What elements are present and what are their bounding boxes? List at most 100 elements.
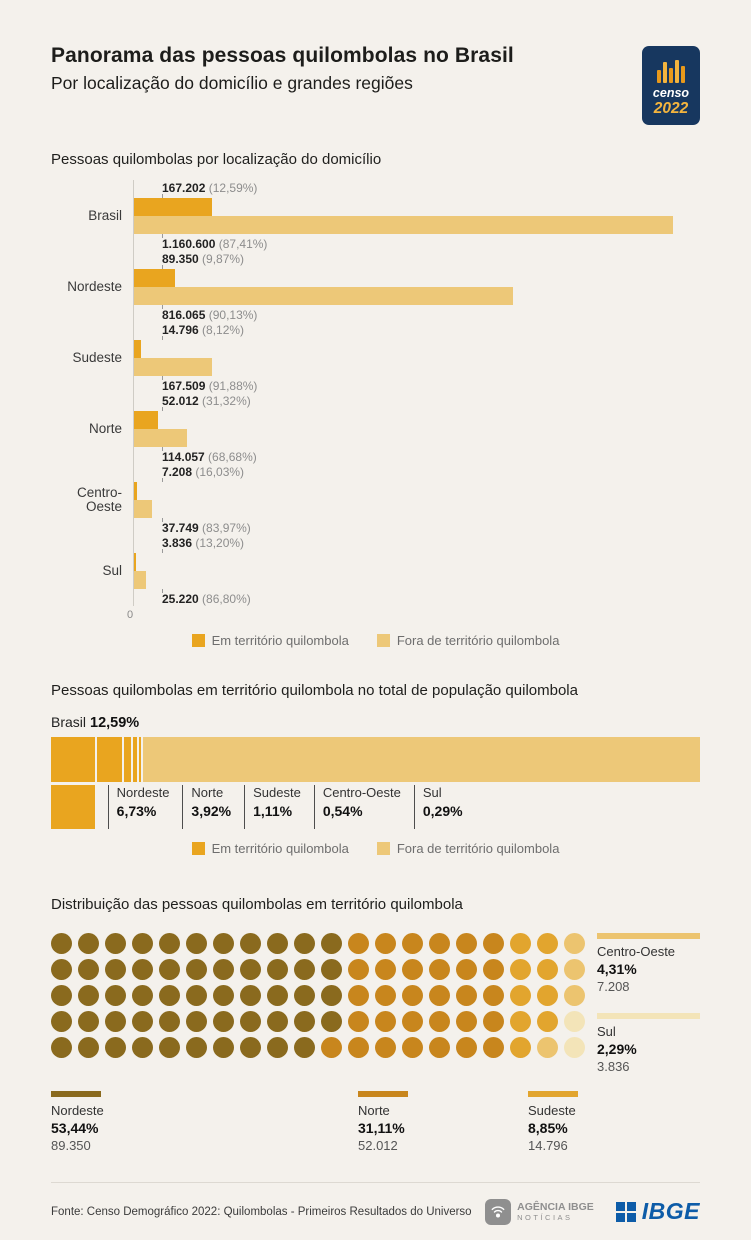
- region-name: Sul: [597, 1024, 616, 1039]
- segment-callout: Centro-Oeste 0,54%: [313, 785, 401, 829]
- nordeste-segment-swatch: [51, 785, 95, 829]
- label-connector-line: [162, 518, 163, 522]
- chart-domicilio: Brasil 167.202 (12,59%) 1.160.600 (87,41%)…: [51, 180, 700, 621]
- bar-fora-territorio: [134, 571, 146, 589]
- waffle-dot: [294, 1011, 315, 1032]
- waffle-grid: [51, 933, 585, 1075]
- value-percent: (86,80%): [198, 592, 251, 606]
- legend: Em território quilombola Fora de territó…: [51, 841, 700, 856]
- legend-label: Em território quilombola: [211, 841, 349, 856]
- waffle-dot: [105, 959, 126, 980]
- bar-group: 52.012 (31,32%) 114.057 (68,68%): [133, 393, 673, 464]
- out-territory-swatch: [376, 634, 390, 647]
- value-label: 167.509 (91,88%): [162, 380, 673, 392]
- grid-square: [626, 1201, 636, 1211]
- value-number: 7.208: [162, 465, 193, 479]
- region-label-nordeste: Nordeste 53,44% 89.350: [51, 1091, 358, 1154]
- waffle-dot: [159, 985, 180, 1006]
- segment-callout: Sudeste 1,11%: [244, 785, 301, 829]
- waffle-dot: [186, 1011, 207, 1032]
- centro-oeste-swatch: [597, 933, 700, 939]
- value-number: 89.350: [162, 252, 199, 266]
- legend-item-out-territory: Fora de território quilombola: [376, 841, 560, 856]
- region-label-centro-oeste: Centro-Oeste 4,31% 7.208: [597, 933, 700, 995]
- waffle-dot: [186, 1037, 207, 1058]
- waffle-dot: [510, 1037, 531, 1058]
- waffle-dot: [240, 1037, 261, 1058]
- category-label: Nordeste: [67, 278, 122, 294]
- waffle-dot: [78, 933, 99, 954]
- bar-group: 167.202 (12,59%) 1.160.600 (87,41%): [133, 180, 673, 251]
- segment-name: Nordeste: [116, 785, 170, 800]
- waffle-dot: [375, 985, 396, 1006]
- waffle-dot: [456, 933, 477, 954]
- legend: Em território quilombola Fora de territó…: [51, 633, 700, 648]
- waffle-dot: [267, 985, 288, 1006]
- bar-fora-territorio: [134, 358, 212, 376]
- x-axis-zero-label: 0: [127, 609, 134, 621]
- waffle-dot: [456, 1037, 477, 1058]
- category-label: Sul: [102, 562, 122, 578]
- legend-item-in-territory: Em território quilombola: [191, 841, 349, 856]
- segment-em-territorio: [133, 737, 137, 782]
- segment-name: Sudeste: [253, 785, 301, 800]
- value-label: 37.749 (83,97%): [162, 522, 673, 534]
- waffle-dot: [348, 1037, 369, 1058]
- region-name: Norte: [358, 1103, 390, 1118]
- chart1-region-row: Brasil 167.202 (12,59%) 1.160.600 (87,41%): [51, 180, 700, 251]
- waffle-dot: [402, 959, 423, 980]
- waffle-dot: [213, 1011, 234, 1032]
- waffle-dot: [78, 1011, 99, 1032]
- agencia-logo-text: AGÊNCIA IBGE NOTÍCIAS: [517, 1201, 594, 1223]
- value-number: 114.057: [162, 450, 205, 464]
- chart1-region-row: Nordeste 89.350 (9,87%) 816.065 (90,13%): [51, 251, 700, 322]
- value-label: 52.012 (31,32%): [162, 395, 673, 407]
- section-distribuicao: Distribuição das pessoas quilombolas em …: [51, 896, 700, 1154]
- header-titles: Panorama das pessoas quilombolas no Bras…: [51, 44, 514, 94]
- region-name: Nordeste: [51, 1103, 104, 1118]
- waffle-dot: [105, 985, 126, 1006]
- waffle-dot: [132, 1037, 153, 1058]
- value-label: 89.350 (9,87%): [162, 253, 673, 265]
- waffle-dot: [78, 959, 99, 980]
- region-label-norte: Norte 31,11% 52.012: [358, 1091, 528, 1154]
- waffle-dot: [267, 933, 288, 954]
- source-text: Fonte: Censo Demográfico 2022: Quilombol…: [51, 1205, 472, 1218]
- waffle-dot: [483, 1011, 504, 1032]
- value-percent: (9,87%): [198, 252, 245, 266]
- region-value: 7.208: [597, 979, 630, 994]
- waffle-dot: [213, 985, 234, 1006]
- waffle-dot: [186, 985, 207, 1006]
- region-percent: 31,11%: [358, 1120, 405, 1136]
- bar-fora-territorio: [134, 429, 187, 447]
- label-connector-line: [162, 407, 163, 411]
- value-label: 816.065 (90,13%): [162, 309, 673, 321]
- region-name: Sudeste: [528, 1103, 576, 1118]
- signal-icon-glyph: [491, 1205, 505, 1217]
- waffle-dot: [105, 1037, 126, 1058]
- in-territory-swatch: [191, 634, 205, 647]
- bar-fora-territorio: [134, 216, 673, 234]
- bar-glyph: [669, 68, 673, 83]
- waffle-dot: [294, 933, 315, 954]
- bar-fora-territorio: [134, 500, 152, 518]
- waffle-dot: [132, 933, 153, 954]
- value-number: 167.509: [162, 379, 206, 393]
- agencia-ibge-noticias-logo: AGÊNCIA IBGE NOTÍCIAS: [485, 1198, 594, 1225]
- waffle-dot: [213, 959, 234, 980]
- chart1-region-row: Centro-Oeste 7.208 (16,03%) 37.749 (83,97%…: [51, 464, 700, 535]
- agencia-logo-line2: NOTÍCIAS: [517, 1212, 573, 1222]
- value-percent: (91,88%): [205, 379, 258, 393]
- value-percent: (90,13%): [205, 308, 258, 322]
- segment-em-territorio: [124, 737, 132, 782]
- bar-group: 7.208 (16,03%) 37.749 (83,97%): [133, 464, 673, 535]
- bar-em-territorio: [134, 411, 159, 429]
- legend-label: Fora de território quilombola: [396, 841, 560, 856]
- agencia-logo-line1: AGÊNCIA IBGE: [517, 1200, 594, 1213]
- ibge-grid-icon: [615, 1201, 636, 1222]
- waffle-dot: [159, 1037, 180, 1058]
- norte-swatch: [358, 1091, 408, 1097]
- value-label: 25.220 (86,80%): [162, 593, 673, 605]
- page-subtitle: Por localização do domicílio e grandes r…: [51, 73, 413, 93]
- out-territory-swatch: [376, 842, 390, 855]
